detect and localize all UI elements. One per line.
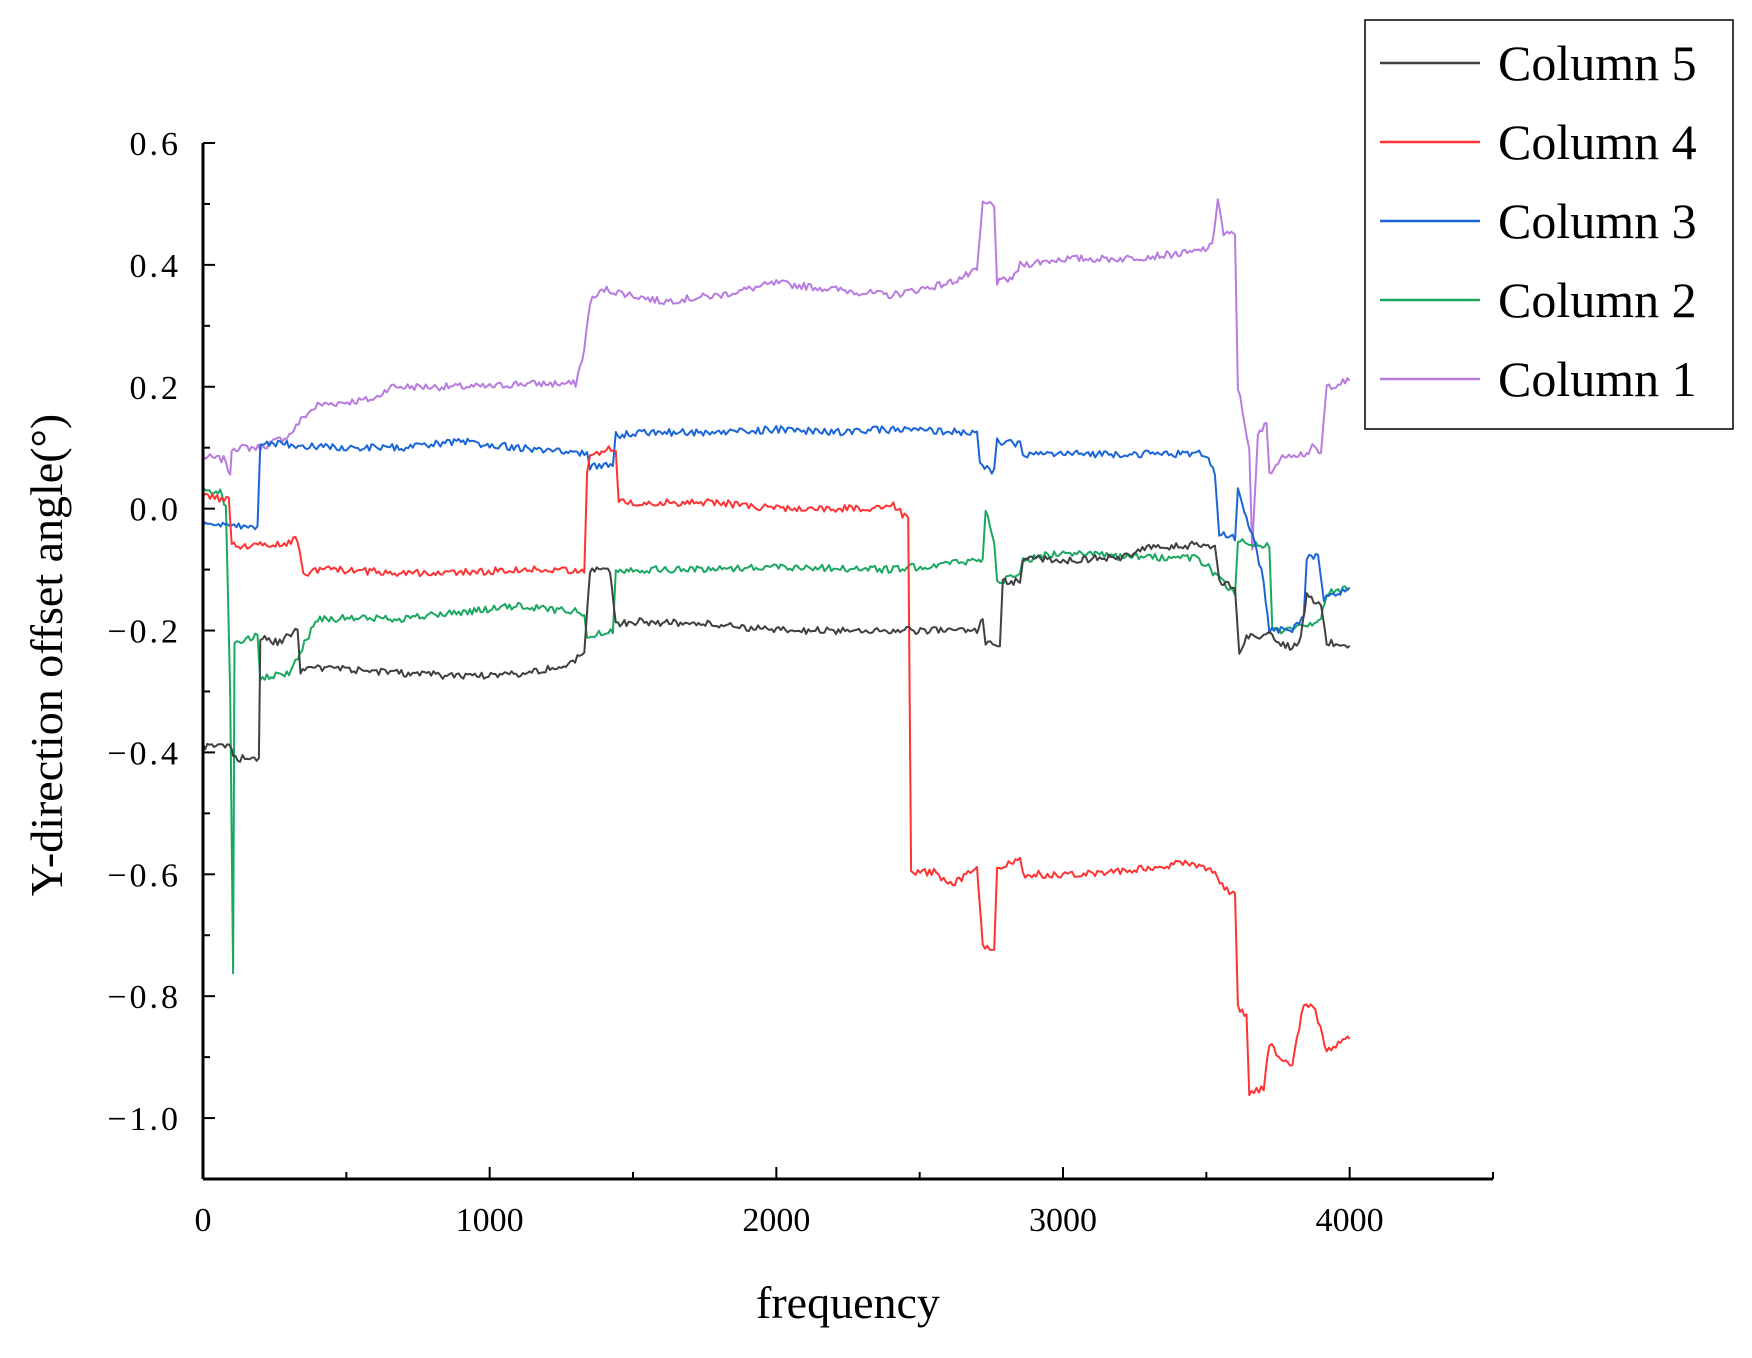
legend-label: Column 1 (1498, 351, 1697, 407)
tick-marks (202, 142, 1494, 1180)
x-tick-label: 1000 (456, 1202, 524, 1239)
y-tick-label: 0.2 (130, 370, 182, 407)
axes (201, 143, 1493, 1181)
legend-label: Column 5 (1498, 35, 1697, 91)
y-tick-label: −0.8 (107, 979, 181, 1016)
legend-label: Column 4 (1498, 114, 1697, 170)
y-tick-label: 0.6 (130, 126, 182, 163)
x-tick-label: 0 (195, 1202, 212, 1239)
y-tick-label: −0.2 (107, 614, 181, 651)
legend-box (1364, 19, 1734, 430)
series-line-column-3 (202, 425, 1351, 635)
series-line-column-4 (202, 445, 1351, 1097)
x-tick-labels: 0 1000 2000 3000 4000 (195, 1202, 1384, 1239)
y-tick-label: 0.0 (130, 492, 182, 529)
x-tick-label: 4000 (1316, 1202, 1384, 1239)
series-layer (202, 198, 1351, 1097)
y-tick-label: 0.4 (130, 248, 182, 285)
legend-label: Column 2 (1498, 272, 1697, 328)
y-tick-label: −1.0 (107, 1101, 181, 1138)
x-tick-label: 3000 (1029, 1202, 1097, 1239)
x-axis-title: frequency (756, 1277, 940, 1328)
legend: Column 5 Column 4 Column 3 Column 2 Column 1 (1364, 19, 1734, 430)
y-tick-labels: 0.6 0.4 0.2 0.0 −0.2 −0.4 −0.6 −0.8 −1.0 (107, 126, 182, 1138)
series-line-column-5 (202, 540, 1351, 763)
y-axis-title: Y-direction offset angle(°) (21, 414, 72, 896)
series-line-column-2 (202, 486, 1351, 975)
legend-label: Column 3 (1498, 193, 1697, 249)
y-tick-label: −0.6 (107, 857, 181, 894)
y-tick-label: −0.4 (107, 735, 181, 772)
series-line-column-1 (202, 198, 1351, 551)
x-tick-label: 2000 (742, 1202, 810, 1239)
